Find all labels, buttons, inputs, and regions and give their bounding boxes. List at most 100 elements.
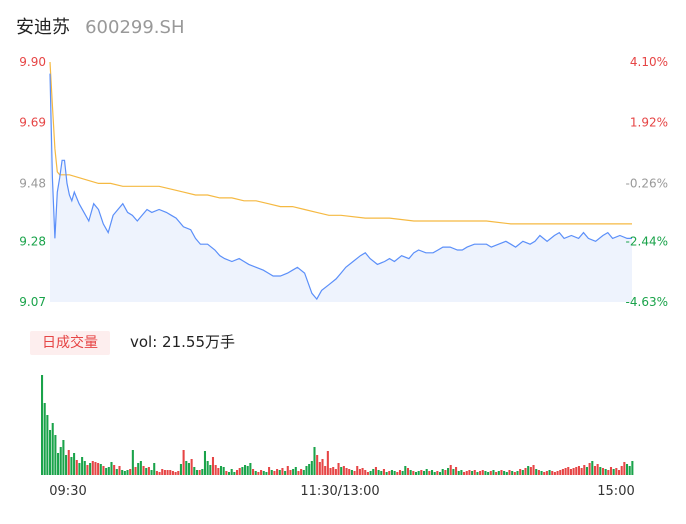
volume-bar xyxy=(529,467,532,475)
volume-bar xyxy=(284,471,287,475)
stock-header: 安迪苏 600299.SH xyxy=(16,13,185,38)
volume-bar xyxy=(182,450,185,475)
volume-bar xyxy=(121,470,124,475)
volume-bar xyxy=(310,461,313,475)
volume-bar xyxy=(139,461,142,475)
volume-bar xyxy=(43,403,46,475)
y-right-tick-label: -2.44% xyxy=(626,234,668,248)
volume-bar xyxy=(41,375,44,475)
volume-bar xyxy=(185,461,188,475)
volume-bar xyxy=(535,469,538,475)
volume-bar xyxy=(553,472,556,475)
volume-bar xyxy=(455,467,458,475)
volume-bar xyxy=(393,471,396,475)
volume-bar xyxy=(198,470,201,475)
volume-bar xyxy=(252,469,255,475)
volume-bar xyxy=(585,467,588,475)
volume-bar xyxy=(62,440,65,475)
volume-bar xyxy=(91,461,94,475)
volume-bar xyxy=(99,464,102,475)
volume-bar xyxy=(476,472,479,475)
volume-bar xyxy=(519,469,522,475)
volume-bar xyxy=(537,470,540,475)
volume-bar xyxy=(361,468,364,475)
volume-bar xyxy=(449,465,452,475)
volume-bar xyxy=(129,469,132,475)
volume-bar xyxy=(591,461,594,475)
volume-bar xyxy=(174,472,177,475)
volume-bar xyxy=(332,467,335,475)
volume-bar xyxy=(540,471,543,475)
volume-bar xyxy=(615,468,618,475)
volume-bar xyxy=(67,450,70,475)
volume-bar xyxy=(372,469,375,475)
volume-bar xyxy=(193,467,196,475)
volume-bar xyxy=(131,450,134,475)
volume-bar xyxy=(206,461,209,475)
volume-bar xyxy=(195,470,198,475)
volume-bar xyxy=(390,470,393,475)
volume-bar xyxy=(70,457,73,475)
volume-bar xyxy=(89,463,92,475)
volume-bar xyxy=(524,468,527,475)
volume-bar xyxy=(452,469,455,475)
volume-bar xyxy=(203,451,207,475)
volume-bar xyxy=(137,463,140,475)
volume-bar xyxy=(479,471,482,475)
volume-bar xyxy=(430,470,434,475)
volume-bar xyxy=(428,471,431,475)
volume-bar xyxy=(190,459,193,475)
volume-bar xyxy=(358,469,361,475)
volume-bar xyxy=(417,471,420,475)
volume-bar xyxy=(236,470,239,475)
volume-bar xyxy=(219,466,223,475)
volume-bar xyxy=(286,466,289,475)
volume-bar xyxy=(575,467,578,475)
volume-bar xyxy=(155,471,158,475)
volume-bar xyxy=(81,457,84,475)
volume-bar xyxy=(556,471,559,475)
volume-bar xyxy=(211,457,215,475)
volume-bar xyxy=(473,470,476,475)
volume-bar xyxy=(163,470,166,475)
volume-bar xyxy=(292,469,295,475)
volume-bar xyxy=(217,468,220,475)
volume-bar xyxy=(433,472,436,475)
volume-bar xyxy=(599,467,602,475)
volume-bar xyxy=(625,464,629,475)
volume-bar xyxy=(257,472,260,475)
volume-bar xyxy=(214,465,217,475)
volume-bar xyxy=(460,470,463,475)
volume-bar xyxy=(110,462,113,475)
volume-bar xyxy=(233,472,236,475)
volume-bar xyxy=(548,470,551,475)
volume-bar xyxy=(513,472,516,475)
volume-bar xyxy=(337,463,340,475)
x-tick-label: 15:00 xyxy=(597,484,634,499)
volume-bar xyxy=(260,470,263,475)
volume-bar xyxy=(51,423,54,475)
volume-bar xyxy=(276,469,279,475)
volume-bar xyxy=(308,464,311,475)
volume-bar xyxy=(115,469,118,475)
volume-bar xyxy=(313,447,316,475)
volume-bar xyxy=(489,471,492,475)
volume-bar xyxy=(238,468,241,475)
y-left-tick-label: 9.48 xyxy=(19,176,46,190)
volume-bar xyxy=(107,467,110,475)
volume-bar xyxy=(414,472,418,475)
volume-bar xyxy=(201,469,204,475)
volume-bar xyxy=(254,471,257,475)
volume-bar xyxy=(305,466,308,475)
volume-bar xyxy=(318,462,321,475)
volume-bar xyxy=(492,470,495,475)
volume-bar xyxy=(422,471,426,475)
volume-bar xyxy=(409,470,412,475)
volume-bar xyxy=(142,466,145,475)
volume-bar xyxy=(300,469,303,475)
stock-name: 安迪苏 xyxy=(16,17,70,38)
volume-bar xyxy=(441,469,444,475)
volume-bar xyxy=(521,470,524,475)
volume-bar xyxy=(222,467,225,475)
volume-bar xyxy=(326,451,329,475)
